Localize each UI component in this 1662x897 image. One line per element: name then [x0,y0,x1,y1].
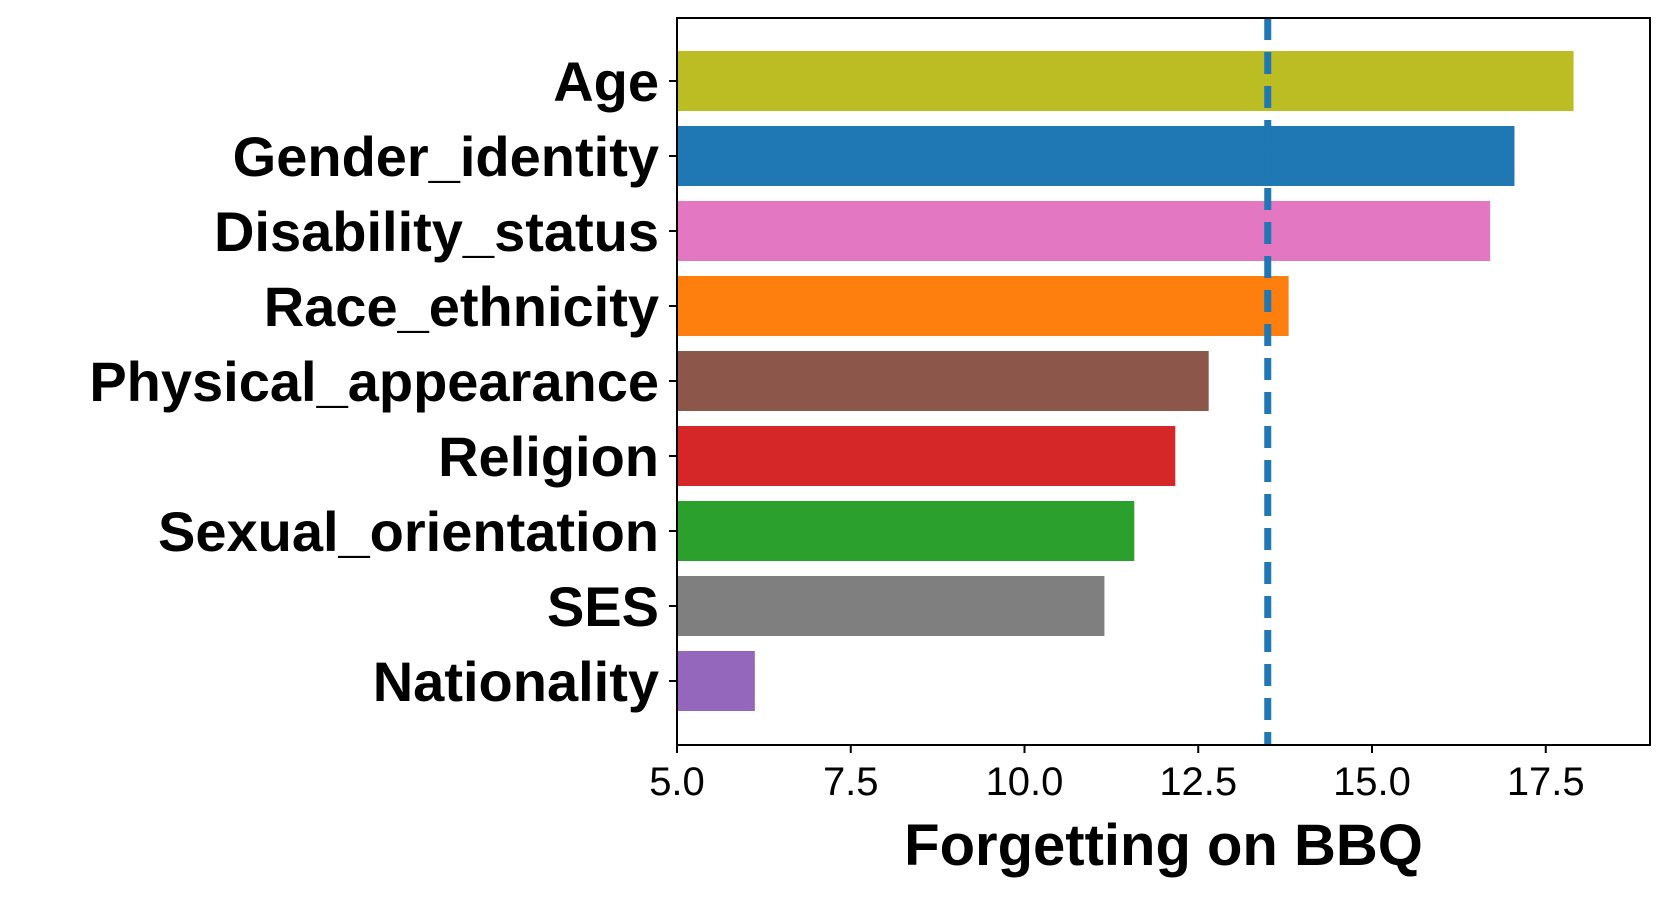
y-tick-label: Disability_status [214,200,659,263]
x-tick-label: 5.0 [649,760,705,804]
bars-group [677,51,1574,711]
y-tick-label: Gender_identity [233,125,659,188]
x-axis: 5.0 7.5 10.0 12.5 15.0 17.5 [649,745,1585,804]
y-tick-label: Age [553,50,659,113]
bar-gender-identity [677,126,1515,186]
bar-age [677,51,1574,111]
bar-nationality [677,651,755,711]
y-axis: Age Gender_identity Disability_status Race_… [89,50,677,713]
x-tick-label: 17.5 [1507,760,1585,804]
x-tick-label: 7.5 [823,760,879,804]
y-tick-label: SES [547,575,659,638]
x-tick-label: 15.0 [1333,760,1411,804]
bar-physical-appearance [677,351,1209,411]
bar-religion [677,426,1176,486]
y-tick-label: Religion [438,425,659,488]
bar-sexual-orientation [677,501,1135,561]
bar-ses [677,576,1105,636]
y-tick-label: Nationality [373,650,659,713]
bar-race-ethnicity [677,276,1289,336]
x-axis-title: Forgetting on BBQ [904,813,1423,878]
x-tick-label: 10.0 [986,760,1064,804]
y-tick-label: Sexual_orientation [158,500,659,563]
bar-disability-status [677,201,1491,261]
x-tick-label: 12.5 [1159,760,1237,804]
y-tick-label: Race_ethnicity [264,275,659,338]
y-tick-label: Physical_appearance [89,350,659,413]
